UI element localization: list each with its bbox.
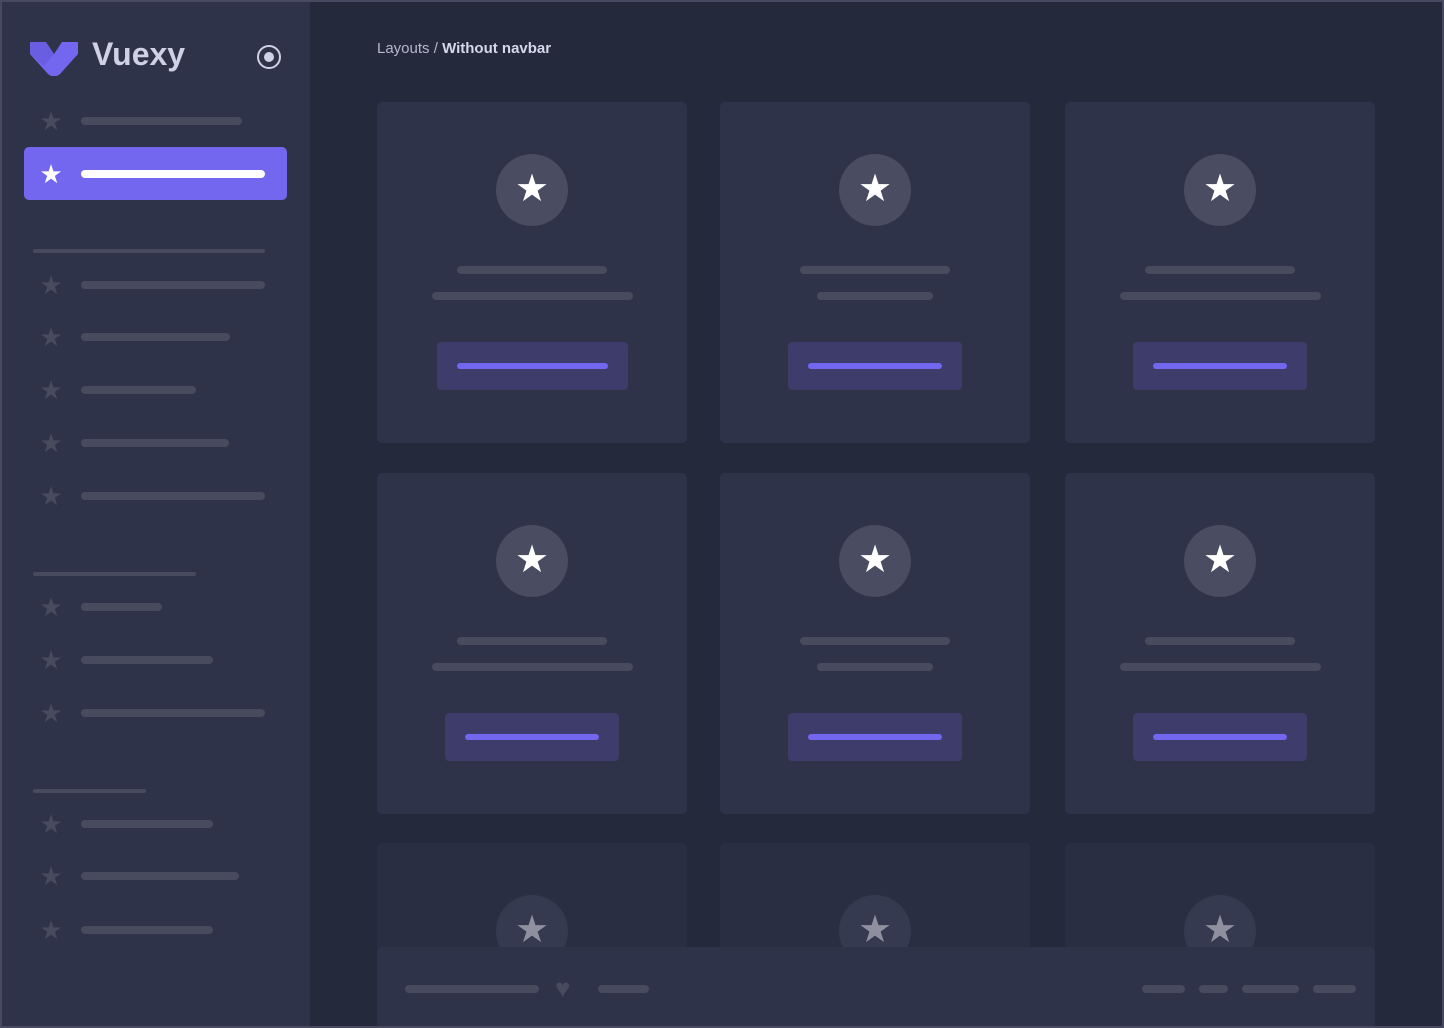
star-icon: ★: [39, 861, 63, 891]
card: ★: [377, 473, 687, 814]
card-button-label-skeleton: [808, 734, 942, 740]
card: ★: [1065, 102, 1375, 443]
card-title-skeleton: [457, 637, 607, 645]
star-icon: ★: [39, 159, 63, 189]
vuexy-logo-icon: [30, 42, 78, 76]
sidebar-item-label-skeleton: [81, 439, 229, 447]
card-text-skeleton: [817, 292, 933, 300]
breadcrumb-separator: /: [429, 40, 443, 57]
section-header-skeleton: [33, 789, 146, 793]
star-icon: ★: [39, 481, 63, 511]
card-button[interactable]: [436, 342, 628, 390]
sidebar-item-label-skeleton: [81, 333, 230, 341]
radio-circle-icon[interactable]: [256, 44, 282, 70]
breadcrumb-current: Without navbar: [442, 40, 552, 57]
card-text-skeleton: [817, 663, 933, 671]
star-icon: ★: [39, 698, 63, 728]
star-icon: ★: [1184, 525, 1256, 597]
star-icon: ★: [39, 428, 63, 458]
star-icon: ★: [839, 154, 911, 226]
card-title-skeleton: [800, 266, 950, 274]
sidebar-item-label-skeleton: [81, 709, 265, 717]
card-title-skeleton: [1145, 637, 1295, 645]
sidebar-item-label-skeleton: [81, 603, 162, 611]
card-button-label-skeleton: [456, 363, 608, 369]
sidebar-item-label-skeleton: [81, 117, 242, 125]
card-button[interactable]: [445, 713, 619, 761]
star-icon: ★: [496, 525, 568, 597]
card: ★: [377, 102, 687, 443]
sidebar-item-label-skeleton: [81, 926, 213, 934]
star-icon: ★: [39, 645, 63, 675]
card-button[interactable]: [788, 342, 962, 390]
breadcrumb-parent[interactable]: Layouts: [377, 40, 430, 57]
sidebar-item-label-skeleton: [81, 872, 239, 880]
sidebar-item-label-skeleton: [81, 281, 265, 289]
sidebar-item-label-skeleton: [81, 492, 265, 500]
card-text-skeleton: [1119, 663, 1321, 671]
sidebar: Vuexy ★ ★ ★ ★ ★ ★ ★ ★ ★ ★ ★ ★ ★: [2, 2, 310, 1026]
card: ★: [1065, 473, 1375, 814]
card-title-skeleton: [1145, 266, 1295, 274]
sidebar-item-label-skeleton: [81, 386, 196, 394]
footer-link[interactable]: [1142, 985, 1185, 993]
star-icon: ★: [39, 270, 63, 300]
star-icon: ★: [39, 592, 63, 622]
footer-link[interactable]: [1242, 985, 1299, 993]
brand-name: Vuexy: [92, 36, 186, 72]
card-button[interactable]: [1133, 713, 1307, 761]
card-title-skeleton: [457, 266, 607, 274]
card-button-label-skeleton: [808, 363, 942, 369]
star-icon: ★: [39, 375, 63, 405]
footer-link[interactable]: [1313, 985, 1356, 993]
section-header-skeleton: [33, 249, 265, 253]
card-title-skeleton: [800, 637, 950, 645]
card: ★: [720, 473, 1030, 814]
card-button-label-skeleton: [1153, 363, 1287, 369]
breadcrumb: Layouts / Without navbar: [377, 40, 551, 57]
card-button[interactable]: [788, 713, 962, 761]
card: ★: [720, 102, 1030, 443]
footer-text-skeleton: [405, 985, 539, 993]
sidebar-item-label-skeleton: [81, 656, 213, 664]
heart-icon: ♥: [555, 973, 571, 1003]
star-icon: ★: [1184, 154, 1256, 226]
footer-text-skeleton: [598, 985, 649, 993]
card-button[interactable]: [1133, 342, 1307, 390]
footer: ♥: [377, 947, 1375, 1026]
star-icon: ★: [39, 809, 63, 839]
card-text-skeleton: [431, 663, 633, 671]
star-icon: ★: [39, 106, 63, 136]
section-header-skeleton: [33, 572, 196, 576]
footer-link[interactable]: [1199, 985, 1228, 993]
star-icon: ★: [39, 915, 63, 945]
card-button-label-skeleton: [1153, 734, 1287, 740]
card-text-skeleton: [431, 292, 633, 300]
sidebar-item-label-skeleton: [81, 820, 213, 828]
sidebar-item-label-skeleton: [81, 170, 265, 178]
star-icon: ★: [39, 322, 63, 352]
card-button-label-skeleton: [465, 734, 599, 740]
star-icon: ★: [496, 154, 568, 226]
card-text-skeleton: [1119, 292, 1321, 300]
star-icon: ★: [496, 895, 568, 967]
star-icon: ★: [839, 525, 911, 597]
